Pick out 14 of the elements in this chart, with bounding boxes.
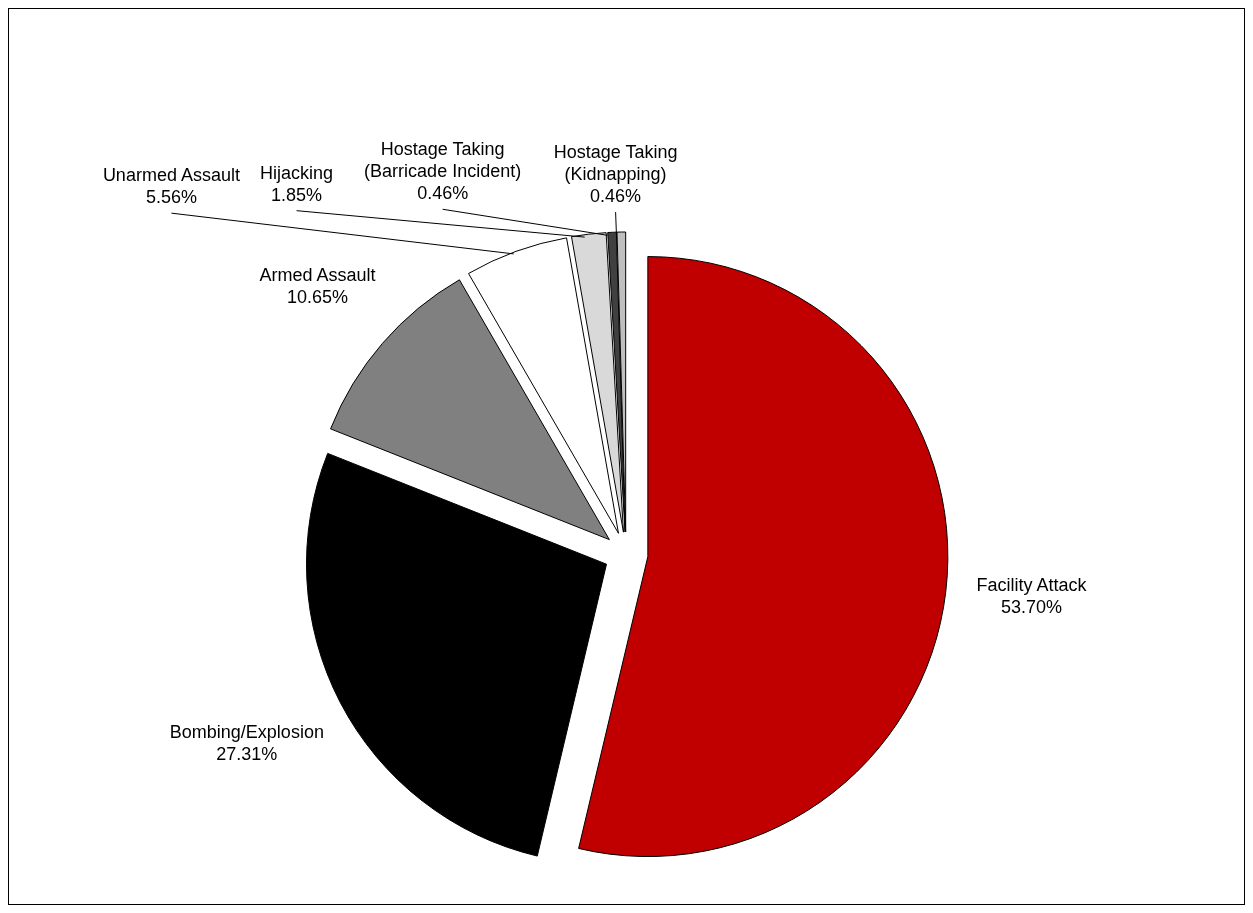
data-label: 27.31%	[216, 743, 278, 764]
data-label: 10.65%	[287, 286, 349, 307]
slice-label: Hostage Taking (Kidnapping)	[553, 142, 678, 185]
slice-label: Hijacking	[260, 162, 334, 183]
slice-label: Unarmed Assault	[102, 165, 240, 186]
data-label: 1.85%	[271, 184, 323, 205]
data-label: 0.46%	[590, 186, 642, 207]
data-label: 53.70%	[1000, 597, 1063, 618]
data-label: 5.56%	[145, 187, 197, 208]
slice-label: Armed Assault	[259, 264, 376, 285]
data-label: 0.46%	[417, 183, 469, 204]
slice-label: Facility Attack	[976, 575, 1088, 596]
slice-label: Bombing/Explosion	[169, 721, 324, 742]
slice-label: Hostage Taking (Barricade Incident)	[364, 139, 522, 182]
